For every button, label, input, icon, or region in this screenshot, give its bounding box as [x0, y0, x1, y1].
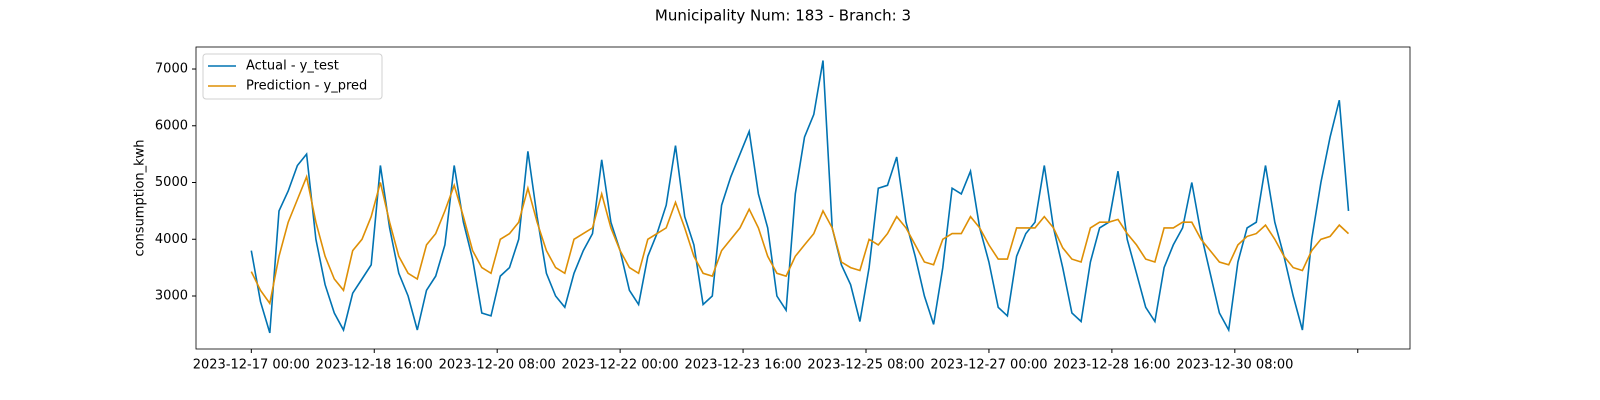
x-tick-label: 2023-12-28 16:00 [1053, 358, 1170, 373]
series-line [250, 174, 1350, 306]
plot-frame [195, 46, 1411, 350]
x-tick-label: 2023-12-23 16:00 [684, 358, 801, 373]
legend-label: Prediction - y_pred [246, 79, 367, 94]
x-tick-label: 2023-12-17 00:00 [193, 358, 310, 373]
x-tick-label: 2023-12-22 00:00 [562, 358, 679, 373]
legend-label: Actual - y_test [246, 59, 339, 74]
legend-box [202, 53, 383, 100]
y-tick-label: 7000 [155, 62, 188, 77]
x-tick-label: 2023-12-30 08:00 [1176, 358, 1293, 373]
y-tick-label: 5000 [155, 175, 188, 190]
chart-title: Municipality Num: 183 - Branch: 3 [655, 7, 911, 25]
y-tick-label: 3000 [155, 288, 188, 303]
x-tick-label: 2023-12-20 08:00 [439, 358, 556, 373]
x-tick-label: 2023-12-27 00:00 [930, 358, 1047, 373]
x-tick-label: 2023-12-18 16:00 [316, 358, 433, 373]
series-line [250, 60, 1350, 334]
x-tick-label: 2023-12-25 08:00 [807, 358, 924, 373]
y-tick-label: 4000 [155, 232, 188, 247]
y-tick-label: 6000 [155, 118, 188, 133]
y-axis-label: consumption_kwh [133, 139, 148, 256]
